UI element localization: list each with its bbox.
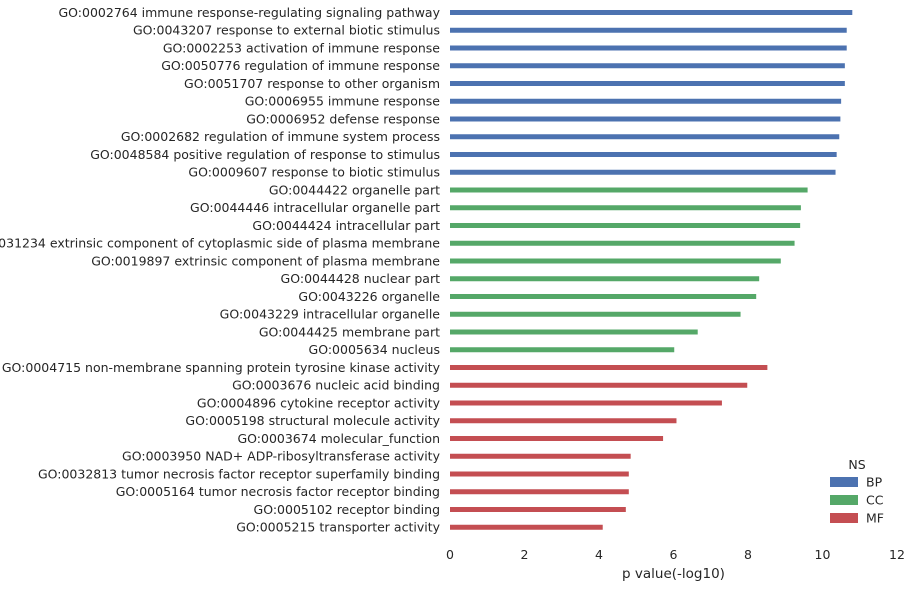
bar-10 xyxy=(450,187,808,193)
bar-0 xyxy=(450,10,853,15)
legend: NS BP CC MF xyxy=(830,457,884,526)
category-label-9: GO:0009607 response to biotic stimulus xyxy=(188,165,440,180)
bar-14 xyxy=(450,258,781,264)
bar-12 xyxy=(450,223,801,228)
bar-5 xyxy=(450,98,842,104)
bar-16 xyxy=(450,294,757,299)
category-label-18: GO:0044425 membrane part xyxy=(259,324,440,339)
legend-swatch-cc xyxy=(830,495,858,505)
category-label-6: GO:0006952 defense response xyxy=(246,111,440,126)
x-tick-label-4: 8 xyxy=(744,547,752,562)
category-label-3: GO:0050776 regulation of immune response xyxy=(161,58,440,73)
bar-23 xyxy=(450,418,677,424)
legend-title: NS xyxy=(848,457,865,472)
category-label-19: GO:0005634 nucleus xyxy=(309,342,440,357)
bar-2 xyxy=(450,45,847,51)
category-label-25: GO:0003950 NAD+ ADP-ribosyltransferase a… xyxy=(122,449,441,464)
bar-6 xyxy=(450,116,841,122)
bar-20 xyxy=(450,365,768,370)
category-label-21: GO:0003676 nucleic acid binding xyxy=(232,378,440,393)
category-label-11: GO:0044446 intracellular organelle part xyxy=(190,200,440,215)
bar-3 xyxy=(450,63,845,69)
category-label-27: GO:0005164 tumor necrosis factor recepto… xyxy=(116,484,440,499)
legend-swatch-bp xyxy=(830,477,858,487)
category-label-15: GO:0044428 nuclear part xyxy=(281,271,441,286)
bar-8 xyxy=(450,152,837,157)
category-label-29: GO:0005215 transporter activity xyxy=(236,520,440,535)
legend-label-bp: BP xyxy=(866,475,883,490)
category-label-23: GO:0005198 structural molecule activity xyxy=(185,413,440,428)
bar-13 xyxy=(450,240,795,246)
bar-4 xyxy=(450,81,845,86)
bar-1 xyxy=(450,27,847,33)
bar-28 xyxy=(450,507,626,512)
bar-27 xyxy=(450,489,629,495)
legend-label-mf: MF xyxy=(866,511,884,526)
bar-19 xyxy=(450,347,675,353)
category-label-17: GO:0043229 intracellular organelle xyxy=(220,307,441,322)
category-label-24: GO:0003674 molecular_function xyxy=(237,431,440,446)
bar-17 xyxy=(450,311,741,317)
x-tick-label-5: 10 xyxy=(815,547,831,562)
category-label-5: GO:0006955 immune response xyxy=(245,94,441,109)
x-axis-label: p value(-log10) xyxy=(622,566,725,582)
category-label-28: GO:0005102 receptor binding xyxy=(254,502,440,517)
category-label-16: GO:0043226 organelle xyxy=(298,289,440,304)
bar-29 xyxy=(450,524,603,530)
bar-9 xyxy=(450,169,836,175)
bar-11 xyxy=(450,205,801,211)
bar-26 xyxy=(450,471,629,477)
legend-label-cc: CC xyxy=(866,493,884,508)
bar-25 xyxy=(450,453,631,459)
category-label-1: GO:0043207 response to external biotic s… xyxy=(133,23,440,38)
x-axis-ticks: 0 2 4 6 8 10 12 xyxy=(446,547,905,562)
legend-swatch-mf xyxy=(830,513,858,523)
x-tick-label-0: 0 xyxy=(446,547,454,562)
bar-18 xyxy=(450,329,698,335)
category-label-20: GO:0004715 non-membrane spanning protein… xyxy=(2,360,441,375)
category-label-0: GO:0002764 immune response-regulating si… xyxy=(58,5,440,20)
category-label-8: GO:0048584 positive regulation of respon… xyxy=(90,147,440,162)
category-label-7: GO:0002682 regulation of immune system p… xyxy=(121,129,440,144)
bars-layer xyxy=(450,10,853,530)
category-labels: GO:0002764 immune response-regulating si… xyxy=(0,5,441,535)
x-tick-label-2: 4 xyxy=(595,547,603,562)
bar-15 xyxy=(450,276,760,282)
bar-7 xyxy=(450,134,840,140)
bar-24 xyxy=(450,436,664,441)
bar-21 xyxy=(450,382,748,388)
category-label-12: GO:0044424 intracellular part xyxy=(252,218,440,233)
category-label-4: GO:0051707 response to other organism xyxy=(184,76,440,91)
category-label-14: GO:0019897 extrinsic component of plasma… xyxy=(91,253,440,268)
x-tick-label-6: 12 xyxy=(889,547,905,562)
category-label-10: GO:0044422 organelle part xyxy=(269,182,440,197)
category-label-26: GO:0032813 tumor necrosis factor recepto… xyxy=(38,466,440,481)
category-label-22: GO:0004896 cytokine receptor activity xyxy=(197,395,441,410)
bar-22 xyxy=(450,400,722,406)
category-label-13: GO:0031234 extrinsic component of cytopl… xyxy=(0,236,440,251)
category-label-2: GO:0002253 activation of immune response xyxy=(163,40,440,55)
x-tick-label-1: 2 xyxy=(521,547,529,562)
x-tick-label-3: 6 xyxy=(670,547,678,562)
